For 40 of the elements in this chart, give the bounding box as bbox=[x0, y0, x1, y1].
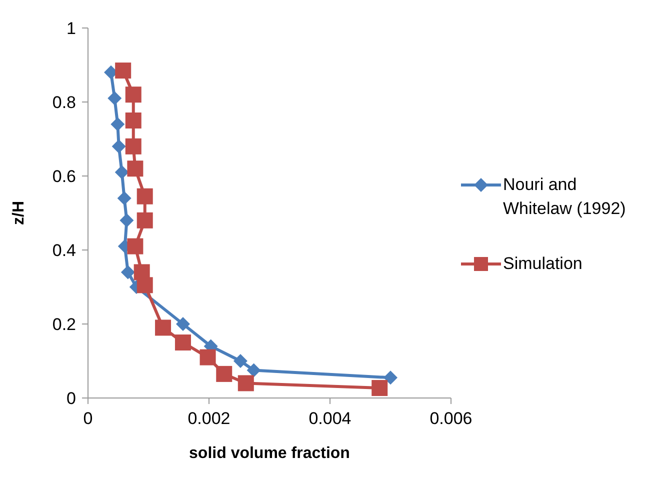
point bbox=[136, 212, 153, 228]
point bbox=[112, 139, 126, 154]
point bbox=[136, 188, 153, 204]
point bbox=[125, 138, 142, 154]
y-tick-label: 0.8 bbox=[52, 93, 76, 112]
x-tick-label: 0.006 bbox=[430, 409, 472, 428]
point bbox=[115, 62, 132, 79]
point bbox=[384, 370, 398, 385]
point bbox=[125, 112, 142, 128]
legend-label: Nouri and Whitelaw (1992) bbox=[503, 174, 627, 220]
y-tick-label: 0.6 bbox=[52, 167, 76, 186]
point bbox=[127, 160, 144, 177]
point bbox=[127, 238, 144, 254]
x-tick-label: 0 bbox=[83, 409, 93, 428]
x-axis-title: solid volume fraction bbox=[189, 445, 350, 462]
point bbox=[200, 349, 216, 366]
y-axis-title: z/H bbox=[10, 201, 28, 225]
point bbox=[120, 265, 135, 280]
y-tick-label: 0 bbox=[66, 389, 76, 408]
x-tick-label: 0.004 bbox=[308, 409, 352, 428]
y-tick-label: 0.4 bbox=[52, 241, 76, 260]
point bbox=[110, 117, 125, 132]
point bbox=[120, 213, 134, 228]
point bbox=[114, 165, 129, 180]
point bbox=[233, 354, 248, 368]
point bbox=[238, 375, 254, 392]
point bbox=[176, 317, 190, 331]
point bbox=[108, 91, 122, 106]
point bbox=[155, 320, 172, 336]
point bbox=[372, 380, 388, 396]
point bbox=[216, 366, 232, 382]
x-tick-label: 0.002 bbox=[188, 409, 230, 428]
point bbox=[125, 86, 142, 103]
legend-label: Simulation bbox=[503, 253, 582, 275]
point bbox=[117, 191, 132, 206]
y-tick-label: 1 bbox=[66, 19, 76, 38]
point bbox=[136, 277, 153, 294]
point bbox=[246, 363, 261, 378]
point bbox=[174, 334, 191, 350]
y-tick-label: 0.2 bbox=[52, 315, 76, 334]
